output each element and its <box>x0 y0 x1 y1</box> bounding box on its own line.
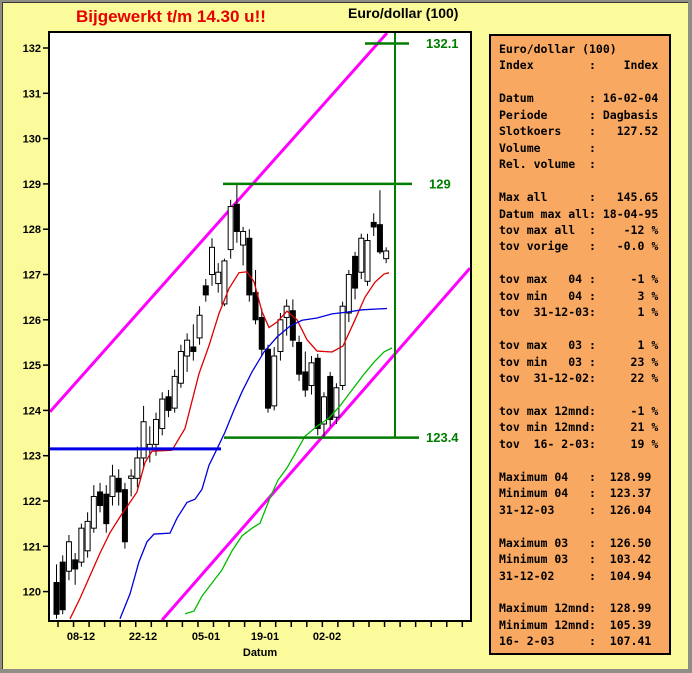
candle-body <box>264 348 271 409</box>
plot-layer <box>50 33 470 620</box>
trend-channel-line <box>50 33 389 413</box>
candle-body <box>215 271 222 285</box>
candle-body <box>72 559 79 570</box>
candle-body <box>115 477 122 493</box>
candle-body <box>184 339 191 357</box>
candle-body <box>271 355 278 407</box>
candle-body <box>190 346 197 353</box>
level-label-green: 132.1 <box>426 36 459 51</box>
level-label-green: 129 <box>429 176 451 191</box>
candle-body <box>376 224 383 253</box>
x-axis-title: Datum <box>243 647 277 659</box>
y-tick-label: 123 <box>23 451 41 463</box>
candle-body <box>165 396 172 411</box>
y-tick-label: 125 <box>23 360 41 372</box>
y-tick-label: 130 <box>23 134 41 146</box>
candle-body <box>134 457 141 479</box>
candle-body <box>153 418 160 445</box>
ma-short-red <box>69 271 390 620</box>
candle-body <box>90 495 97 529</box>
y-tick-label: 124 <box>23 405 42 417</box>
indicator-green <box>184 347 393 615</box>
x-tick-label: 02-02 <box>313 631 341 643</box>
updated-notice: Bijgewerkt t/m 14.30 u!! <box>76 7 266 26</box>
candle-body <box>240 230 247 246</box>
candle-body <box>65 541 72 572</box>
candle-body <box>345 274 352 314</box>
chart-title: Euro/dollar (100) <box>348 5 459 21</box>
y-tick-label: 129 <box>23 179 41 191</box>
candle-body <box>320 396 327 425</box>
x-tick-label: 05-01 <box>192 631 220 643</box>
y-tick-label: 128 <box>23 224 41 236</box>
info-panel: Euro/dollar (100) Index : Index Datum : … <box>489 34 671 655</box>
y-tick-label: 120 <box>23 587 41 599</box>
candle-body <box>121 489 128 543</box>
candle-body <box>333 387 340 418</box>
candle-body <box>227 206 234 251</box>
candle-body <box>370 221 377 228</box>
y-tick-label: 131 <box>23 88 41 100</box>
candle-body <box>221 260 228 305</box>
candle-body <box>171 375 178 409</box>
candle-body <box>84 520 91 552</box>
candle-body <box>358 237 365 273</box>
candle-body <box>364 240 371 282</box>
candle-body <box>128 475 135 479</box>
y-tick-label: 127 <box>23 270 41 282</box>
x-tick-label: 22-12 <box>129 631 157 643</box>
candle-body <box>140 421 147 459</box>
candle-body <box>202 285 209 296</box>
candle-body <box>327 375 334 420</box>
y-tick-label: 122 <box>23 496 41 508</box>
candle-body <box>209 246 215 276</box>
info-panel-text: Euro/dollar (100) Index : Index Datum : … <box>499 42 659 649</box>
x-tick-label: 08-12 <box>67 631 95 643</box>
candle-body <box>103 493 110 525</box>
candle-body <box>252 292 259 321</box>
y-tick-label: 121 <box>23 541 41 553</box>
candle-body <box>302 371 309 391</box>
candle-body <box>53 582 60 615</box>
candle-body <box>314 357 321 430</box>
y-tick-label: 126 <box>23 315 41 327</box>
x-tick-label: 19-01 <box>251 631 279 643</box>
candle-body <box>109 475 116 497</box>
candle-body <box>383 250 390 260</box>
candle-body <box>258 317 265 350</box>
candle-body <box>196 314 203 339</box>
candle-body <box>78 527 85 563</box>
level-label-green: 123.4 <box>426 430 459 445</box>
price-chart: 120 121 122 123 124 125 126 127 128 129 130 131 132 0… <box>23 31 472 659</box>
candle-body <box>159 398 166 430</box>
candle-body <box>233 203 240 232</box>
candle-body <box>352 255 359 289</box>
y-tick-label: 132 <box>23 43 41 55</box>
candle-body <box>308 362 315 386</box>
candle-body <box>59 561 66 611</box>
candle-body <box>177 351 184 384</box>
candle-body <box>97 491 104 507</box>
ma-long-blue <box>119 307 388 620</box>
trend-channel-line <box>160 267 470 620</box>
candle-body <box>296 341 303 375</box>
candle-body <box>246 237 253 296</box>
